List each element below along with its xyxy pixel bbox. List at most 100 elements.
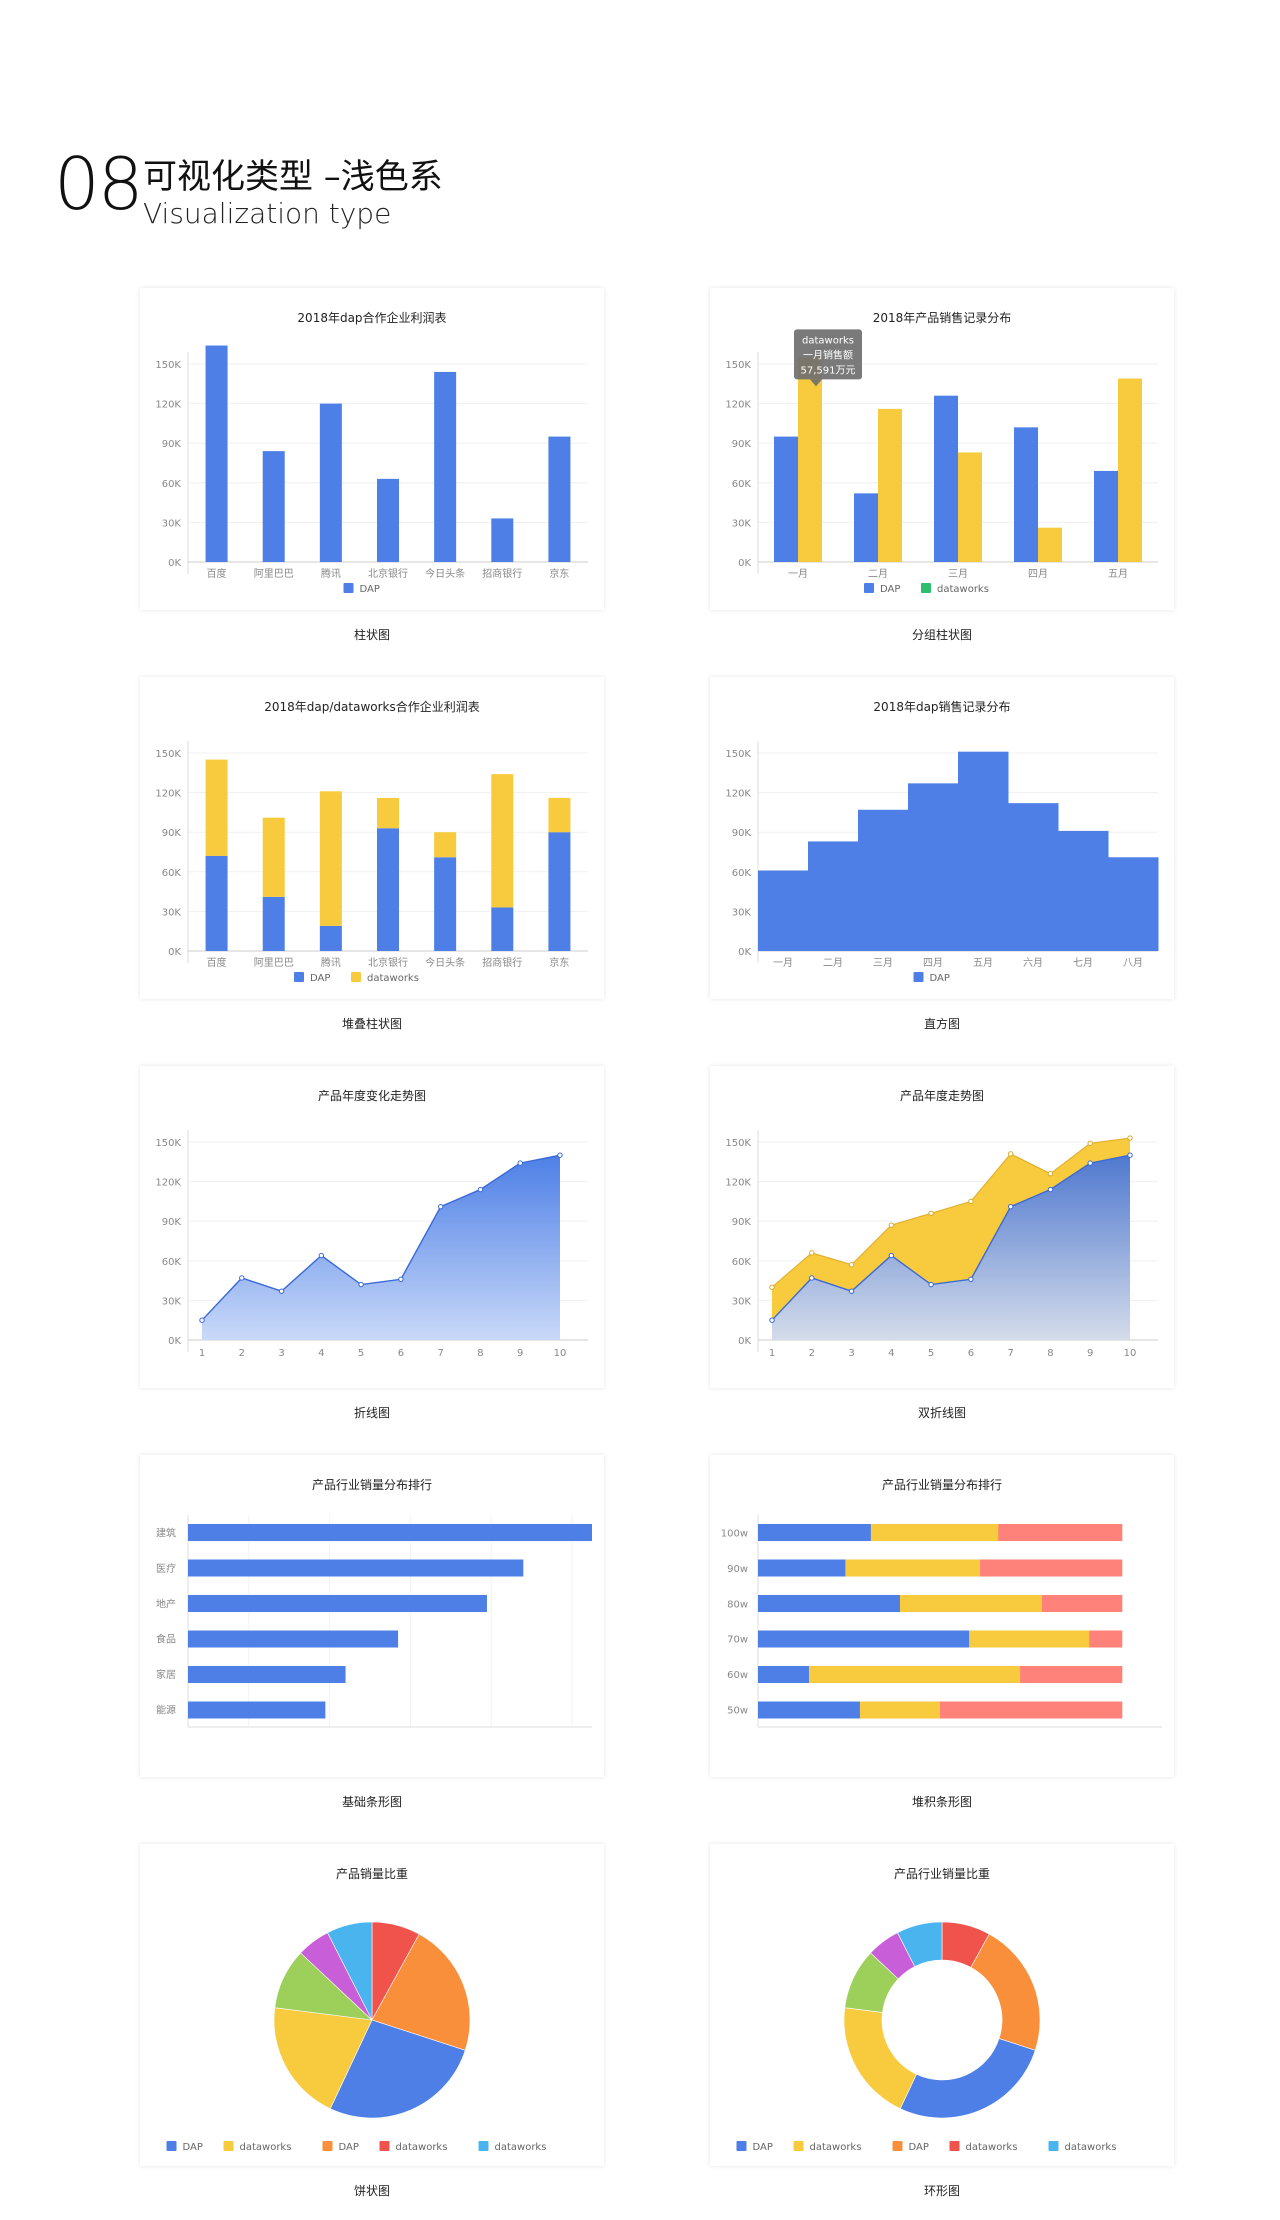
upper-point (809, 1250, 815, 1256)
legend-label: dataworks (396, 2142, 448, 2153)
tooltip-line: 一月销售额 (803, 348, 853, 361)
histogram-bar (858, 809, 909, 951)
chart-title: 产品年度走势图 (900, 1088, 984, 1103)
legend-swatch (949, 2141, 960, 2151)
card-grouped-bar-chart: 2018年产品销售记录分布 0K 30K 60K 90K 120K 150K 一月 二月 三月 四月… (710, 288, 1174, 610)
y-tick-label: 建筑 (156, 1527, 176, 1540)
bar (434, 371, 457, 562)
stacked-hbar (758, 1559, 846, 1577)
legend-label: DAP (310, 973, 330, 984)
y-tick-label: 120K (155, 789, 181, 800)
x-tick-label: 二月 (823, 957, 843, 969)
y-tick-label: 地产 (156, 1597, 176, 1610)
caption-double-line-chart: 双折线图 (917, 1406, 966, 1420)
y-tick-label: 90w (727, 1564, 748, 1575)
bar (1038, 527, 1062, 562)
bar (377, 828, 399, 951)
bar (377, 478, 399, 562)
tooltip-line: dataworks (802, 335, 854, 346)
caption-stacked-bar-chart: 堆叠柱状图 (341, 1017, 402, 1031)
chart-title: 产品行业销量分布排行 (312, 1478, 432, 1492)
bar (1094, 470, 1118, 562)
y-tick-label: 90K (732, 828, 752, 839)
chart-title: 2018年dap合作企业利润表 (297, 310, 446, 325)
x-tick-label: 4 (888, 1348, 894, 1359)
y-tick-label: 60w (727, 1670, 748, 1681)
bar (1118, 378, 1142, 562)
legend-swatch (793, 2141, 804, 2151)
legend-label: dataworks (937, 584, 989, 595)
hbar (188, 1666, 346, 1683)
x-tick-label: 7 (437, 1348, 443, 1359)
pie-slice (371, 1933, 471, 2051)
histogram-bar (1108, 857, 1159, 951)
series-line (771, 1154, 1131, 1321)
y-tick-label: 60K (162, 1257, 182, 1268)
y-tick-label: 家居 (156, 1668, 176, 1681)
x-tick-label: 一月 (788, 568, 808, 580)
y-tick-label: 90K (162, 439, 182, 450)
upper-point (1007, 1151, 1014, 1157)
y-tick-label: 120K (155, 1178, 181, 1189)
card-donut-chart: 产品行业销量比重 DAP dataworks DAP dataworks datawork… (710, 1844, 1174, 2166)
data-point (1047, 1186, 1054, 1193)
x-tick-label: 5 (358, 1348, 364, 1359)
histogram-bar (758, 870, 809, 951)
caption-histogram: 直方图 (923, 1017, 960, 1031)
y-tick-label: 90K (732, 439, 752, 450)
bar (774, 436, 798, 562)
bar (319, 925, 342, 951)
x-tick-label: 百度 (207, 567, 227, 580)
legend-swatch (294, 972, 304, 982)
stacked-hbar (758, 1666, 810, 1683)
y-tick-label: 0K (168, 558, 181, 569)
y-tick-label: 医疗 (156, 1562, 176, 1575)
y-tick-label: 150K (725, 1138, 751, 1149)
legend-swatch (1048, 2141, 1059, 2151)
x-tick-label: 京东 (549, 567, 569, 580)
donut-slice (897, 1921, 943, 1967)
bar (854, 493, 878, 562)
x-tick-label: 北京银行 (368, 567, 408, 580)
y-tick-label: 60K (732, 868, 752, 879)
stacked-hbar (940, 1701, 1123, 1719)
section-title: 可视化类型 –浅色系 (143, 157, 443, 197)
hbar (188, 1701, 326, 1719)
stacked-hbar (980, 1559, 1123, 1577)
card-stacked-hbar-chart: 产品行业销量分布排行 100w 90w 80w 70w 60w 50w (710, 1455, 1174, 1777)
bar (798, 357, 822, 562)
y-tick-label: 150K (155, 1138, 181, 1149)
stacked-hbar (870, 1524, 999, 1541)
data-point (517, 1160, 523, 1166)
y-tick-label: 0K (738, 1336, 751, 1347)
caption-line-chart: 折线图 (353, 1406, 390, 1420)
y-tick-label: 60K (162, 868, 182, 879)
legend-swatch (322, 2141, 333, 2151)
legend-label: DAP (909, 2142, 929, 2153)
bar (548, 436, 571, 562)
card-bar-chart: 2018年dap合作企业利润表 0K 30K 60K 90K 120K 150K 百度 阿里巴巴… (140, 288, 604, 610)
x-tick-label: 六月 (1023, 957, 1043, 969)
legend-label: dataworks (966, 2142, 1018, 2153)
x-tick-label: 二月 (868, 568, 888, 580)
bar (319, 403, 342, 562)
data-point (1007, 1203, 1014, 1210)
chart-svg: 2018年dap销售记录分布 0K 30K 60K 90K 120K 150K 一月 二月 三月 四… (725, 699, 1159, 984)
legend-label: DAP (183, 2142, 203, 2153)
chart-svg: 产品行业销量分布排行 100w 90w 80w 70w 60w 50w (721, 1478, 1162, 1728)
histogram-bar (908, 783, 959, 951)
legend-swatch (736, 2141, 747, 2151)
y-tick-label: 120K (725, 1178, 751, 1189)
upper-point (968, 1198, 974, 1205)
data-point (239, 1275, 245, 1281)
section-number: 08 (54, 142, 144, 226)
card-double-line-chart: 产品年度走势图 0K 30K 60K 90K 120K 150K 1 2 3 4 5 6 7 8 9 10 (710, 1066, 1174, 1388)
x-tick-label: 招商银行 (482, 567, 522, 580)
legend-swatch (478, 2141, 489, 2151)
stacked-hbar (758, 1701, 861, 1719)
stacked-hbar (998, 1524, 1123, 1541)
bar (934, 395, 958, 562)
y-tick-label: 30K (162, 907, 182, 918)
legend-swatch (379, 2141, 390, 2151)
